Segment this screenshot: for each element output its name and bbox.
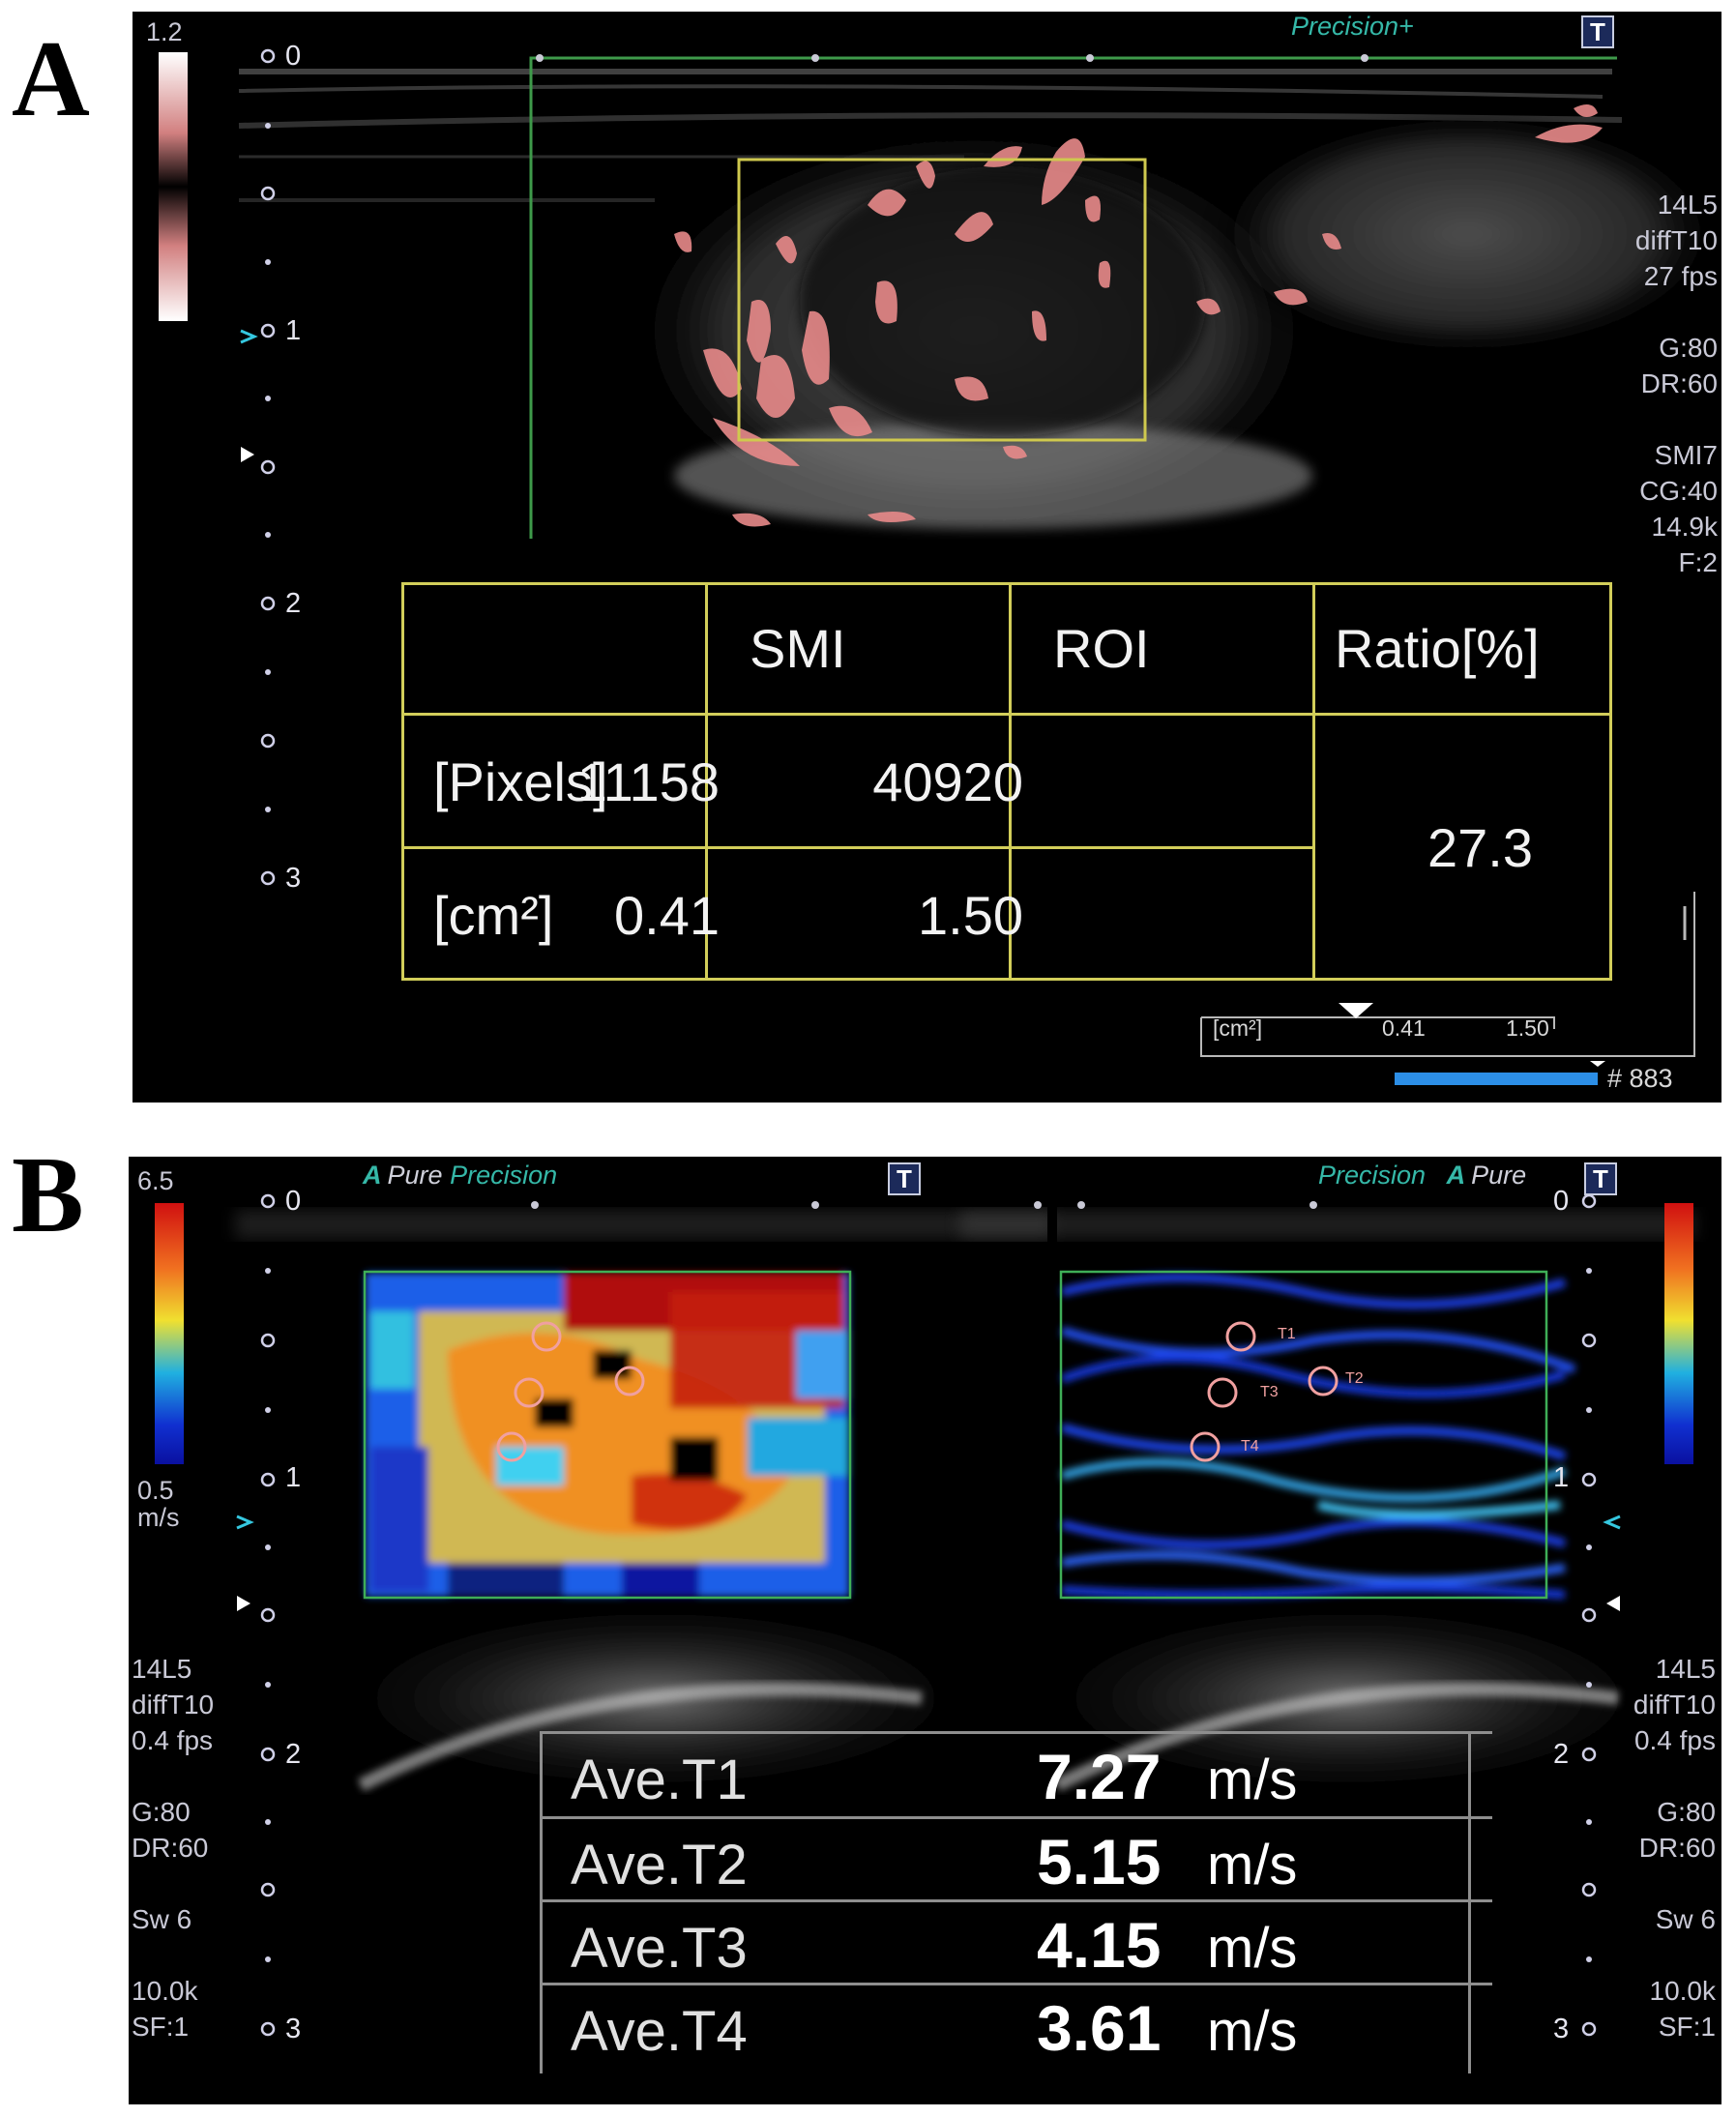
measurement-label-t4: Ave.T4	[571, 2000, 748, 2063]
depth-marker-dots	[260, 48, 276, 886]
smi-pixels-value: 11158	[576, 751, 720, 812]
row-label-pixels: [Pixels]	[433, 751, 608, 812]
measurement-unit-t3: m/s	[1207, 1917, 1298, 1980]
panel-b-swe-image: 6.5 0.5 m/s A Pure Precision T Precision …	[129, 1157, 1721, 2104]
panel-a-ultrasound-scan	[159, 48, 1721, 1085]
header-smi: SMI	[750, 618, 846, 679]
marker-label-t4: T4	[1241, 1438, 1259, 1455]
measurement-value-t4: 3.61	[1037, 1992, 1162, 2064]
velocity-scale-max: 6.5	[137, 1166, 174, 1195]
depth-label-right-1: 1	[1553, 1462, 1570, 1493]
smi-vascular-signal	[674, 104, 1603, 527]
progress-bar	[1395, 1073, 1598, 1085]
panel-b-ultrasound-scan	[155, 1157, 1695, 2104]
depth-label-right-3: 3	[1553, 2014, 1570, 2044]
velocity-scale-unit: m/s	[137, 1503, 180, 1532]
marker-label-t3: T3	[1260, 1384, 1279, 1400]
roi-box-right	[1059, 1270, 1548, 1600]
measurement-unit-t1: m/s	[1207, 1749, 1298, 1811]
panel-a-smi-image: 1.2 Precision+ T 0 1 2 3 14L5 diffT10 27…	[132, 12, 1721, 1103]
readout-underlay-frame	[1200, 892, 1695, 1057]
scale-max-label: 1.2	[146, 17, 183, 46]
measurement-label-t3: Ave.T3	[571, 1917, 748, 1980]
propagation-map	[1060, 1273, 1576, 1600]
marker-label-t1: T1	[1278, 1326, 1296, 1342]
depth-label-2: 2	[285, 588, 302, 619]
focus-marker-cyan	[240, 329, 258, 344]
depth-label-3: 3	[285, 863, 302, 894]
focus-marker-white	[241, 447, 254, 462]
t-badge-right-icon: T	[1584, 1162, 1617, 1195]
elastography-color-map	[366, 1273, 849, 1597]
depth-label-0: 0	[285, 41, 302, 72]
field-of-view-outline	[529, 56, 1617, 539]
header-ratio: Ratio[%]	[1335, 618, 1540, 679]
marker-label-t2: T2	[1345, 1370, 1364, 1387]
scanner-settings-right: 14L5 diffT10 0.4 fps G:80 DR:60 Sw 6 10.…	[1633, 1654, 1716, 2042]
smi-color-scale	[159, 52, 188, 321]
velocity-color-scale-left	[155, 1203, 184, 1464]
row-label-cm2: [cm²]	[433, 885, 554, 946]
scanner-settings-left: 14L5 diffT10 0.4 fps G:80 DR:60 Sw 6 10.…	[132, 1654, 215, 2042]
brand-right: Precision A Pure	[1318, 1161, 1527, 1190]
depth-label-left-0: 0	[285, 1186, 302, 1217]
mini-readout-label: [cm²]	[1213, 1015, 1263, 1041]
frame-number: # 883	[1607, 1064, 1673, 1093]
depth-label-1: 1	[285, 315, 302, 346]
mini-readout-roi: 1.50	[1506, 1015, 1549, 1041]
measurement-circles-right	[1190, 1321, 1339, 1462]
shear-wave-velocity-table: Ave.T1 7.27 m/s Ave.T2 5.15 m/s Ave.T3 4…	[540, 1731, 1492, 2073]
measurement-value-t3: 4.15	[1037, 1909, 1162, 1981]
measurement-value-t1: 7.27	[1037, 1741, 1162, 1812]
t-badge-left-icon: T	[888, 1162, 921, 1195]
depth-label-left-2: 2	[285, 1739, 302, 1770]
roi-cm2-value: 1.50	[918, 885, 1023, 946]
roi-pixels-value: 40920	[872, 751, 1023, 812]
smi-ratio-table: SMI ROI Ratio[%] [Pixels] 11158 40920 [c…	[401, 582, 1612, 981]
roi-box-left	[363, 1270, 852, 1600]
panel-a-letter: A	[12, 19, 90, 139]
measurement-unit-t2: m/s	[1207, 1834, 1298, 1896]
velocity-color-scale-right	[1664, 1203, 1693, 1464]
measurement-circles-left	[496, 1321, 645, 1462]
depth-label-right-2: 2	[1553, 1739, 1570, 1770]
measurement-label-t2: Ave.T2	[571, 1834, 748, 1896]
velocity-scale-min: 0.5	[137, 1476, 174, 1505]
measurement-value-t2: 5.15	[1037, 1826, 1162, 1897]
smi-cm2-value: 0.41	[614, 885, 720, 946]
panel-b-letter: B	[12, 1135, 84, 1255]
roi-box	[737, 158, 1147, 442]
brand-left: A Pure Precision	[363, 1161, 558, 1190]
ratio-value: 27.3	[1427, 817, 1533, 878]
mini-readout-smi: 0.41	[1382, 1015, 1426, 1041]
depth-label-left-1: 1	[285, 1462, 302, 1493]
t-badge-icon: T	[1581, 15, 1614, 48]
skin-layers	[238, 69, 1623, 202]
depth-label-left-3: 3	[285, 2014, 302, 2044]
measurement-label-t1: Ave.T1	[571, 1749, 748, 1811]
scanner-settings-info: 14L5 diffT10 27 fps G:80 DR:60 SMI7 CG:4…	[1634, 190, 1718, 577]
brand-precision-plus: Precision+	[1291, 12, 1414, 41]
header-roi: ROI	[1053, 618, 1150, 679]
depth-label-right-0: 0	[1553, 1186, 1570, 1217]
measurement-unit-t4: m/s	[1207, 2000, 1298, 2063]
